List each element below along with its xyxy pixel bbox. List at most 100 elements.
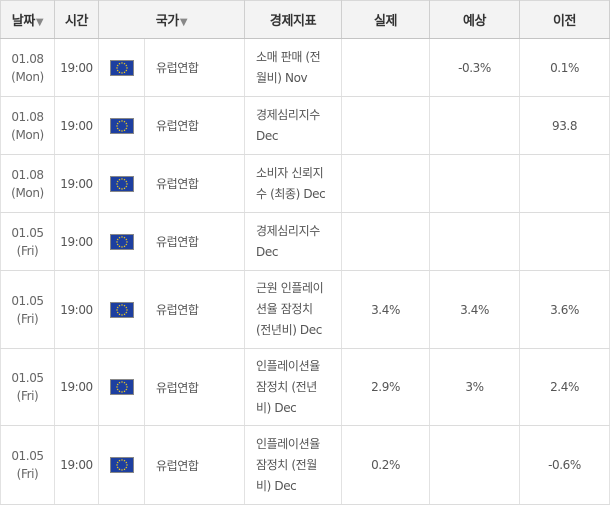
previous-cell: 3.6% <box>519 270 610 349</box>
table-row[interactable]: 01.08 (Mon) 19:00 유럽연합 경제심리지수 Dec 93.8 <box>0 96 610 155</box>
country-cell: 유럽연합 <box>144 348 246 426</box>
actual-cell <box>341 154 431 213</box>
column-header-date[interactable]: 날짜▼ <box>0 0 55 39</box>
time-cell: 19:00 <box>54 425 99 505</box>
table-row[interactable]: 01.08 (Mon) 19:00 유럽연합 소매 판매 (전 월비) Nov -… <box>0 38 610 97</box>
flag-cell <box>98 348 145 426</box>
actual-cell <box>341 212 431 271</box>
date-value: 01.05 <box>11 449 44 463</box>
day-value: (Fri) <box>16 467 39 481</box>
indicator-line: 션율 잠정치 <box>256 302 313 316</box>
indicator-line: 잠정치 (전년 <box>256 379 317 394</box>
day-value: (Fri) <box>16 243 39 258</box>
time-cell: 19:00 <box>54 96 99 155</box>
actual-cell <box>341 38 431 97</box>
indicator-cell[interactable]: 경제심리지수 Dec <box>244 212 343 271</box>
flag-cell <box>98 212 145 271</box>
day-value: (Fri) <box>16 311 39 326</box>
indicator-line: 인플레이션율 <box>256 436 320 451</box>
sort-arrow-icon[interactable]: ▼ <box>179 17 188 28</box>
time-cell: 19:00 <box>54 38 99 97</box>
actual-cell: 2.9% <box>341 348 431 426</box>
flag-cell <box>98 425 145 505</box>
indicator-line: 경제심리지수 <box>256 107 320 122</box>
table-row[interactable]: 01.05 (Fri) 19:00 유럽연합 경제심리지수 Dec <box>0 212 610 271</box>
time-cell: 19:00 <box>54 348 99 426</box>
date-cell: 01.08 (Mon) <box>0 154 55 213</box>
table-row[interactable]: 01.05 (Fri) 19:00 유럽연합 근원 인플레이 션율 잠정치 (전년비… <box>0 270 610 349</box>
date-cell: 01.05 (Fri) <box>0 270 55 349</box>
table-row[interactable]: 01.05 (Fri) 19:00 유럽연합 인플레이션율 잠정치 (전월 비) D… <box>0 425 610 505</box>
time-cell: 19:00 <box>54 154 99 213</box>
date-cell: 01.08 (Mon) <box>0 38 55 97</box>
eu-flag-icon <box>109 301 134 318</box>
previous-cell: 2.4% <box>519 348 610 426</box>
country-cell: 유럽연합 <box>144 154 246 213</box>
sort-arrow-icon[interactable]: ▼ <box>35 17 44 28</box>
actual-cell <box>341 96 431 155</box>
indicator-cell[interactable]: 경제심리지수 Dec <box>244 96 343 155</box>
indicator-line: 잠정치 (전월 <box>256 457 317 472</box>
country-cell: 유럽연합 <box>144 96 246 155</box>
column-header-country[interactable]: 국가▼ <box>98 0 246 39</box>
indicator-line: 소비자 신뢰지 <box>256 165 324 180</box>
time-cell: 19:00 <box>54 212 99 271</box>
actual-cell: 0.2% <box>341 425 431 505</box>
indicator-line: 비) Dec <box>256 400 297 415</box>
column-header-indicator: 경제지표 <box>244 0 343 39</box>
column-header-forecast: 예상 <box>429 0 521 39</box>
eu-flag-icon <box>109 457 134 473</box>
indicator-line: 월비) Nov <box>256 70 308 85</box>
column-header-previous: 이전 <box>519 0 610 39</box>
flag-cell <box>98 38 145 97</box>
day-value: (Mon) <box>11 185 44 200</box>
indicator-line: (전년비) Dec <box>256 323 322 337</box>
indicator-line: 경제심리지수 <box>256 223 320 238</box>
forecast-cell <box>429 154 521 213</box>
date-value: 01.05 <box>11 371 44 385</box>
actual-cell: 3.4% <box>341 270 431 349</box>
date-value: 01.05 <box>11 293 44 308</box>
forecast-cell <box>429 212 521 271</box>
date-value: 01.08 <box>11 51 44 66</box>
eu-flag-icon <box>109 233 134 250</box>
date-cell: 01.05 (Fri) <box>0 348 55 426</box>
previous-cell <box>519 212 610 271</box>
forecast-cell <box>429 425 521 505</box>
column-header-actual: 실제 <box>341 0 431 39</box>
date-cell: 01.05 (Fri) <box>0 425 55 505</box>
day-value: (Mon) <box>11 127 44 142</box>
flag-cell <box>98 270 145 349</box>
indicator-line: 수 (최종) Dec <box>256 186 326 201</box>
date-value: 01.08 <box>11 167 44 182</box>
day-value: (Fri) <box>16 389 39 403</box>
eu-flag-icon <box>109 175 134 192</box>
previous-cell <box>519 154 610 213</box>
eu-flag-icon <box>109 59 134 76</box>
indicator-line: 비) Dec <box>256 478 297 493</box>
table-header-row: 날짜▼ 시간 국가▼ 경제지표 실제 예상 이전 <box>0 0 610 39</box>
indicator-line: 인플레이션율 <box>256 358 320 373</box>
indicator-line: Dec <box>256 244 279 259</box>
date-value: 01.08 <box>11 109 44 124</box>
day-value: (Mon) <box>11 69 44 84</box>
date-cell: 01.08 (Mon) <box>0 96 55 155</box>
eu-flag-icon <box>109 117 134 134</box>
forecast-cell: -0.3% <box>429 38 521 97</box>
forecast-cell <box>429 96 521 155</box>
flag-cell <box>98 154 145 213</box>
indicator-line: 근원 인플레이 <box>256 281 324 295</box>
indicator-line: 소매 판매 (전 <box>256 49 321 64</box>
previous-cell: -0.6% <box>519 425 610 505</box>
forecast-cell: 3% <box>429 348 521 426</box>
time-cell: 19:00 <box>54 270 99 349</box>
